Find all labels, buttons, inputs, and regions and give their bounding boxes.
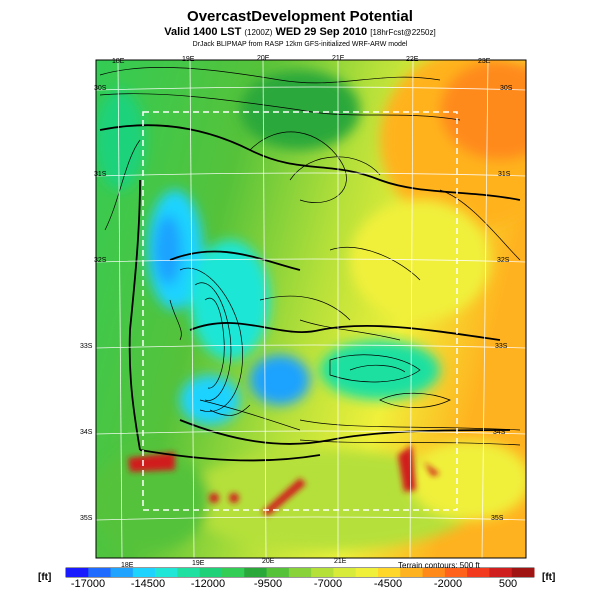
colorbar-swatch (66, 568, 89, 577)
latlon-grid (95, 59, 527, 559)
lat-label-left-35s: 35S (80, 515, 93, 522)
lat-label-right-34s: 34S (493, 429, 506, 436)
terrain-contour-note: Terrain contours: 500 ft (398, 561, 480, 570)
colorbar (66, 568, 535, 577)
colorbar-swatch (333, 568, 357, 577)
colorbar-label: -4500 (373, 578, 403, 590)
colorbar-label: 500 (498, 578, 518, 590)
colorbar-swatch (132, 568, 156, 577)
colorbar-swatch (378, 568, 401, 577)
colorbar-swatch (155, 568, 178, 577)
lon-label-top-21e: 21E (332, 55, 345, 62)
colorbar-swatch (489, 568, 513, 577)
lon-label-bottom-18e: 18E (121, 562, 134, 569)
lat-label-right-30s: 30S (500, 85, 513, 92)
colorbar-swatch (199, 568, 223, 577)
valid-time-line: Valid 1400 LST (1200Z) WED 29 Sep 2010 [… (0, 26, 600, 38)
colorbar-swatch (110, 568, 134, 577)
lon-label-top-20e: 20E (257, 55, 270, 62)
colorbar-swatch (467, 568, 490, 577)
lat-label-right-31s: 31S (498, 171, 511, 178)
lat-label-left-32s: 32S (94, 257, 107, 264)
colorbar-swatch (400, 568, 424, 577)
model-credit: DrJack BLIPMAP from RASP 12km GFS-initia… (192, 41, 408, 48)
lon-label-bottom-21e: 21E (334, 558, 347, 565)
lon-label-top-19e: 19E (182, 56, 195, 63)
inner-domain-box (142, 111, 458, 511)
colorbar-swatch (511, 568, 535, 577)
lat-label-right-33s: 33S (495, 343, 508, 350)
colorbar-label: -12000 (190, 578, 226, 590)
colorbar-swatch (444, 568, 468, 577)
colorbar-swatch (88, 568, 112, 577)
valid-prefix: Valid 1400 LST (164, 26, 242, 38)
plot-frame (95, 59, 527, 559)
colorbar-label: -17000 (70, 578, 106, 590)
lon-label-bottom-20e: 20E (262, 558, 275, 565)
lon-label-bottom-19e: 19E (192, 560, 205, 567)
colorbar-swatch (311, 568, 334, 577)
colorbar-swatch (422, 568, 446, 577)
lat-label-left-33s: 33S (80, 343, 93, 350)
colorbar-label: -9500 (253, 578, 283, 590)
valid-utc: (1200Z) (244, 28, 273, 37)
lat-label-left-34s: 34S (80, 429, 93, 436)
colorbar-swatch (355, 568, 379, 577)
colorbar-swatch (177, 568, 201, 577)
lat-label-left-31s: 31S (94, 171, 107, 178)
lat-label-left-30s: 30S (94, 85, 107, 92)
lon-label-top-22e: 22E (406, 56, 419, 63)
colorbar-swatch (288, 568, 312, 577)
colorbar-swatch (222, 568, 245, 577)
colorbar-label: -7000 (313, 578, 343, 590)
lat-label-right-35s: 35S (491, 515, 504, 522)
colorbar-unit-right: [ft] (542, 572, 556, 583)
chart-title: OvercastDevelopment Potential (187, 8, 413, 25)
heavy-contours (99, 124, 521, 462)
colorbar-unit-left: [ft] (38, 572, 52, 583)
colorbar-label: -14500 (130, 578, 166, 590)
colorbar-label: -2000 (433, 578, 463, 590)
valid-fcst: [18hrFcst@2250z] (370, 28, 436, 37)
lon-label-top-18e: 18E (112, 58, 125, 65)
colorbar-swatch (266, 568, 290, 577)
colorbar-swatch (244, 568, 268, 577)
valid-date: WED 29 Sep 2010 (275, 26, 368, 38)
lat-label-right-32s: 32S (497, 257, 510, 264)
lon-label-top-23e: 23E (478, 58, 491, 65)
terrain-contours (99, 67, 521, 446)
